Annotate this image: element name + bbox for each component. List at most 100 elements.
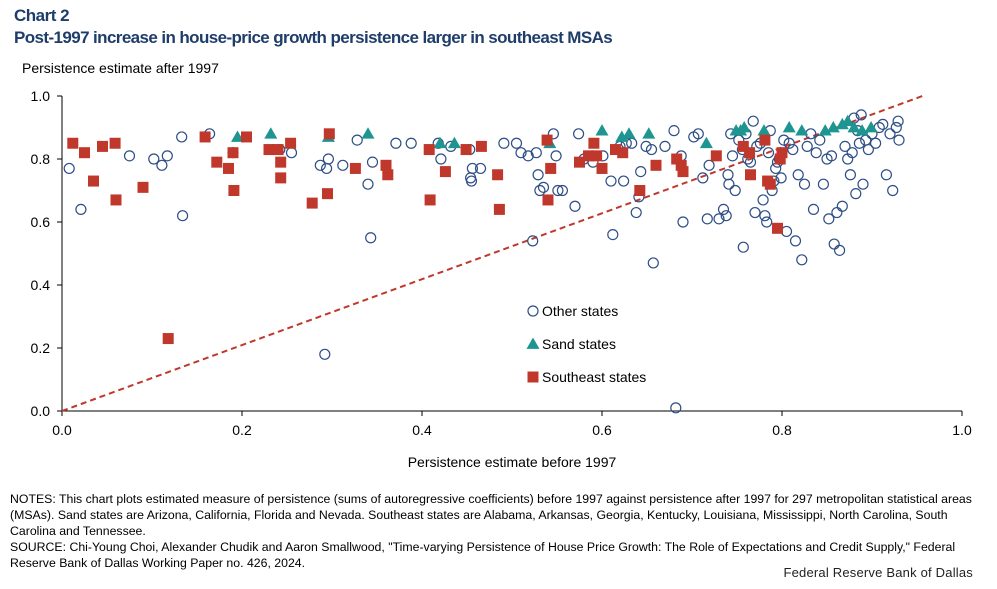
point-sand — [757, 124, 771, 136]
point-other — [572, 128, 585, 140]
y-tick-label: 0.6 — [31, 214, 51, 230]
point-southeast — [460, 144, 472, 156]
point-southeast — [588, 137, 600, 149]
point-other — [853, 137, 866, 149]
point-southeast — [211, 156, 223, 168]
point-sand — [622, 127, 636, 139]
point-other — [783, 137, 795, 149]
point-other — [798, 178, 811, 190]
point-southeast — [227, 147, 239, 159]
chart-label: Chart 2 — [14, 6, 70, 25]
point-other — [176, 131, 188, 143]
point-other — [747, 115, 759, 127]
legend-label-other: Other states — [542, 303, 618, 319]
point-other — [75, 203, 87, 215]
point-other — [759, 210, 771, 222]
point-southeast — [67, 137, 79, 149]
y-axis-label: Persistence estimate after 1997 — [22, 60, 219, 76]
point-other — [366, 156, 379, 168]
point-southeast — [423, 144, 435, 156]
point-other — [148, 153, 160, 165]
point-southeast — [275, 172, 287, 184]
point-other — [677, 216, 689, 228]
point-southeast — [759, 134, 771, 146]
credit-line: Federal Reserve Bank of Dallas — [783, 565, 973, 580]
point-other — [319, 348, 331, 360]
point-southeast — [774, 153, 786, 165]
point-other — [862, 143, 875, 156]
x-axis-label: Persistence estimate before 1997 — [408, 454, 617, 470]
point-other — [630, 206, 642, 219]
point-other — [890, 121, 902, 134]
y-tick-label: 0.4 — [31, 277, 51, 293]
point-southeast — [610, 144, 621, 156]
point-other — [831, 206, 843, 219]
y-tick-label: 1.0 — [31, 88, 51, 104]
y-tick-label: 0.8 — [31, 151, 51, 167]
point-other — [605, 175, 617, 187]
x-tick-label: 0.8 — [772, 422, 792, 438]
point-southeast — [285, 137, 297, 149]
point-southeast — [710, 150, 722, 162]
y-tick-label: 0.2 — [31, 340, 51, 356]
point-other — [647, 257, 659, 269]
point-sand — [847, 121, 861, 133]
point-sand — [447, 136, 461, 149]
point-southeast — [574, 156, 585, 168]
point-southeast — [650, 159, 662, 171]
point-other — [515, 147, 527, 159]
point-southeast — [617, 147, 629, 159]
point-southeast — [596, 162, 608, 174]
point-other — [751, 140, 763, 152]
point-sand — [595, 124, 609, 136]
point-sand — [433, 136, 447, 149]
point-southeast — [199, 131, 211, 143]
y-tick-label: 0.0 — [31, 403, 51, 419]
point-sand — [361, 127, 375, 139]
point-other — [534, 184, 546, 197]
point-other — [880, 169, 893, 181]
legend: Other states Sand states Southeast states — [526, 303, 646, 385]
point-other — [839, 140, 851, 152]
point-other — [717, 203, 730, 215]
point-other — [869, 137, 882, 149]
x-tick-label: 0.0 — [52, 422, 72, 438]
point-other — [770, 162, 782, 175]
point-other — [857, 178, 869, 190]
point-other — [828, 238, 840, 250]
point-other — [617, 175, 630, 187]
point-other — [510, 137, 523, 149]
point-other — [322, 153, 334, 165]
point-southeast — [109, 137, 121, 149]
point-other — [801, 140, 813, 152]
point-sand — [826, 121, 840, 133]
x-tick-label: 0.6 — [592, 422, 612, 438]
point-southeast — [263, 144, 275, 156]
point-sand — [864, 121, 878, 133]
point-southeast — [542, 194, 554, 206]
point-southeast — [744, 147, 756, 159]
legend-marker-other — [527, 305, 539, 317]
point-other — [351, 134, 363, 146]
point-other — [692, 128, 704, 140]
point-southeast — [677, 166, 689, 178]
point-other — [552, 184, 564, 197]
x-tick-label: 0.2 — [232, 422, 252, 438]
axes: 0.0 0.2 0.4 0.6 0.8 1.0 0.0 0.2 0.4 0.6 0.8 1.0 — [31, 88, 972, 438]
point-sand — [818, 124, 832, 136]
notes: NOTES: This chart plots estimated measur… — [10, 491, 985, 571]
point-other — [792, 169, 804, 181]
point-other — [729, 184, 741, 197]
point-other — [844, 169, 857, 181]
point-other — [161, 150, 173, 162]
point-other — [640, 140, 652, 152]
point-other — [726, 150, 739, 162]
point-other — [530, 147, 542, 159]
point-other — [807, 203, 820, 215]
point-other — [722, 169, 734, 181]
point-other — [668, 125, 680, 137]
point-sand — [615, 130, 629, 142]
point-sand — [795, 124, 809, 136]
point-other — [697, 172, 709, 184]
point-other — [749, 206, 761, 219]
